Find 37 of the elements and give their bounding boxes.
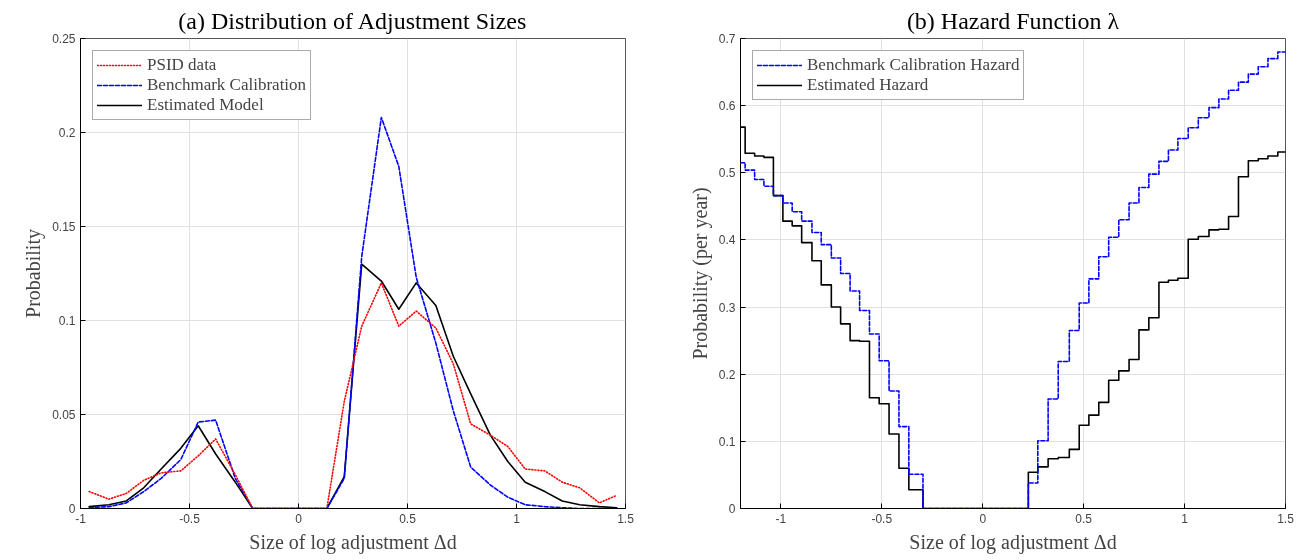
x-tick-label: -1 bbox=[75, 511, 87, 526]
x-tick-label: 1 bbox=[1181, 511, 1189, 526]
legend-label: Benchmark Calibration Hazard bbox=[807, 55, 1020, 75]
y-tick-label: 0.7 bbox=[718, 32, 736, 46]
y-tick-label: 0.4 bbox=[718, 233, 736, 248]
legend-label: Estimated Hazard bbox=[807, 75, 929, 95]
y-tick-label: 0.15 bbox=[52, 220, 76, 234]
legend-label: Estimated Model bbox=[147, 95, 264, 115]
x-tick-label: 1 bbox=[513, 511, 521, 526]
x-axis-title: Size of log adjustment Δd bbox=[249, 530, 457, 554]
y-tick-label: 0.5 bbox=[718, 166, 736, 181]
x-axis-title: Size of log adjustment Δd bbox=[909, 530, 1117, 554]
y-axis-title: Probability (per year) bbox=[688, 187, 712, 360]
chart-title: (b) Hazard Function λ bbox=[906, 7, 1120, 34]
x-tick-label: -0.5 bbox=[179, 511, 201, 526]
x-tick-label: 1.5 bbox=[617, 511, 635, 526]
y-axis-title: Probability bbox=[22, 229, 46, 318]
y-tick-label: 0.2 bbox=[58, 126, 76, 140]
y-tick-label: 0.25 bbox=[52, 32, 76, 46]
y-tick-label: 0 bbox=[68, 502, 76, 516]
x-tick-label: 0 bbox=[979, 511, 987, 526]
x-tick-label: 0 bbox=[295, 511, 303, 526]
x-tick-label: 0.5 bbox=[1075, 511, 1093, 526]
y-tick-label: 0.6 bbox=[718, 99, 736, 114]
x-tick-label: -0.5 bbox=[871, 511, 893, 526]
y-tick-label: 0.1 bbox=[718, 434, 736, 449]
x-tick-label: 0.5 bbox=[399, 511, 417, 526]
x-tick-label: -1 bbox=[775, 511, 787, 526]
y-tick-label: 0 bbox=[728, 502, 736, 516]
chart-title: (a) Distribution of Adjustment Sizes bbox=[178, 7, 527, 34]
y-tick-label: 0.05 bbox=[52, 408, 76, 422]
legend-label: PSID data bbox=[147, 55, 217, 75]
y-tick-label: 0.3 bbox=[718, 300, 736, 315]
y-tick-label: 0.2 bbox=[718, 367, 736, 382]
x-tick-label: 1.5 bbox=[1277, 511, 1295, 526]
legend-label: Benchmark Calibration bbox=[147, 75, 307, 95]
y-tick-label: 0.1 bbox=[58, 314, 76, 328]
